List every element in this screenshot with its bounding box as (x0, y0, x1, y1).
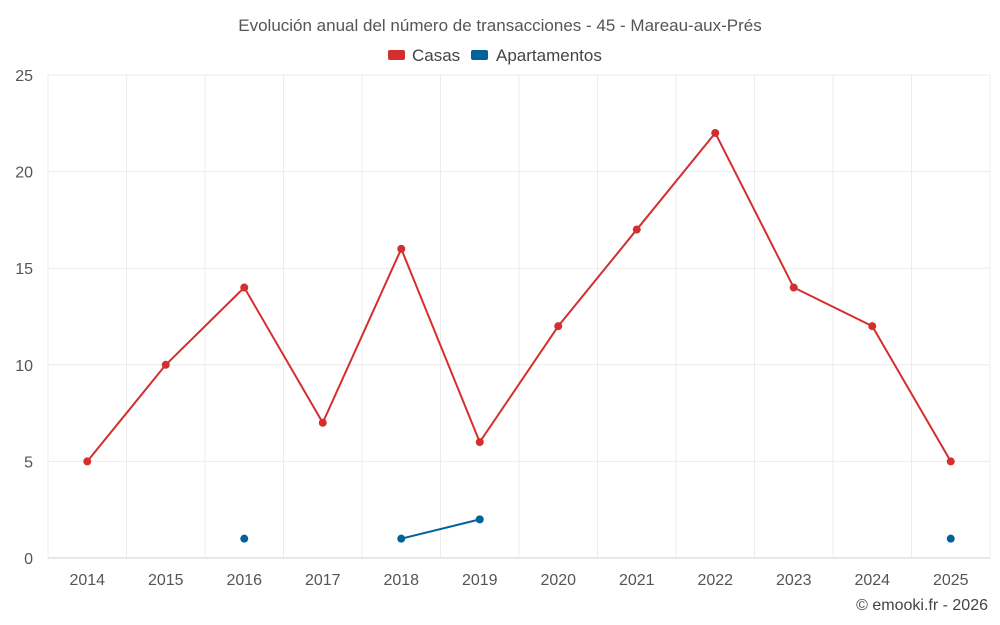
x-tick-label: 2015 (148, 572, 184, 589)
x-tick-label: 2016 (226, 572, 262, 589)
x-tick-label: 2024 (854, 572, 890, 589)
x-tick-label: 2025 (933, 572, 969, 589)
data-point-casas-2017[interactable] (318, 418, 327, 427)
x-tick-label: 2017 (305, 572, 341, 589)
data-point-apartamentos-2016[interactable] (240, 534, 249, 543)
data-point-apartamentos-2018[interactable] (397, 534, 406, 543)
series (83, 128, 955, 543)
x-tick-label: 2020 (540, 572, 576, 589)
data-point-casas-2014[interactable] (83, 457, 92, 466)
y-axis: 0 5 10 15 20 25 (15, 68, 33, 568)
data-point-casas-2023[interactable] (789, 283, 798, 292)
data-point-casas-2021[interactable] (632, 225, 641, 234)
y-tick-label: 15 (15, 261, 33, 278)
x-tick-label: 2023 (776, 572, 812, 589)
legend: Casas Apartamentos (388, 46, 602, 65)
data-point-casas-2024[interactable] (868, 322, 877, 331)
y-tick-label: 5 (24, 454, 33, 471)
x-tick-label: 2021 (619, 572, 655, 589)
data-point-casas-2019[interactable] (475, 438, 484, 447)
y-tick-label: 10 (15, 358, 33, 375)
data-point-casas-2025[interactable] (946, 457, 955, 466)
x-tick-label: 2018 (383, 572, 419, 589)
y-tick-label: 25 (15, 68, 33, 85)
credit-text: © emooki.fr - 2026 (856, 597, 988, 614)
x-tick-label: 2014 (69, 572, 105, 589)
data-point-casas-2022[interactable] (711, 128, 720, 137)
legend-label-apartamentos: Apartamentos (496, 46, 602, 65)
series-apartamentos (240, 515, 955, 543)
series-line-apartamentos (401, 518, 480, 540)
data-point-apartamentos-2025[interactable] (946, 534, 955, 543)
legend-swatch-apartamentos (471, 50, 488, 60)
data-point-casas-2020[interactable] (554, 322, 563, 331)
y-tick-label: 20 (15, 165, 33, 182)
legend-swatch-casas (388, 50, 405, 60)
y-tick-label: 0 (24, 551, 33, 568)
data-point-casas-2018[interactable] (397, 244, 406, 253)
x-axis: 2014 2015 2016 2017 2018 2019 2020 2021 2022 2023… (69, 572, 968, 589)
x-tick-label: 2022 (697, 572, 733, 589)
data-point-casas-2016[interactable] (240, 283, 249, 292)
series-line-casas (86, 131, 952, 463)
legend-item-apartamentos[interactable]: Apartamentos (471, 46, 602, 65)
data-point-casas-2015[interactable] (161, 360, 170, 369)
gridlines (47, 74, 991, 558)
series-casas (83, 128, 955, 466)
legend-item-casas[interactable]: Casas (388, 46, 460, 65)
x-tick-label: 2019 (462, 572, 498, 589)
data-point-apartamentos-2019[interactable] (475, 515, 484, 524)
chart-title: Evolución anual del número de transaccio… (238, 16, 762, 35)
legend-label-casas: Casas (412, 46, 460, 65)
